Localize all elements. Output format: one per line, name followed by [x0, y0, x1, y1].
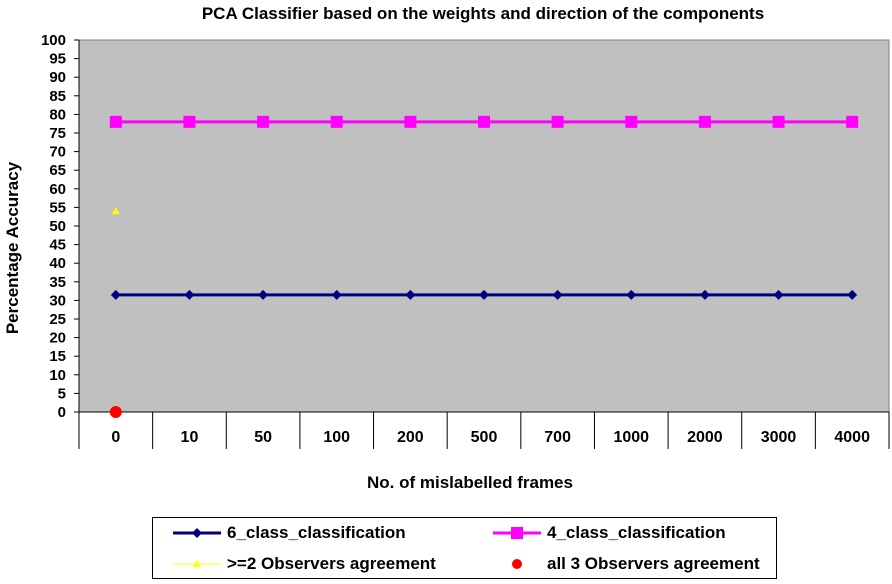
- y-tick-label: 0: [58, 404, 66, 421]
- data-point: [699, 289, 710, 300]
- data-point: [552, 289, 563, 300]
- y-axis-label: Percentage Accuracy: [3, 161, 22, 334]
- x-tick-label: 200: [397, 429, 424, 446]
- x-tick-label: 50: [254, 429, 272, 446]
- data-point: [405, 289, 416, 300]
- square-marker-icon: [493, 527, 541, 539]
- y-tick-label: 70: [49, 144, 66, 161]
- x-tick-label: 3000: [761, 429, 797, 446]
- y-tick-label: 55: [49, 199, 66, 216]
- y-tick-label: 50: [49, 218, 66, 235]
- legend-label: all 3 Observers agreement: [547, 554, 760, 573]
- data-point: [626, 289, 637, 300]
- x-axis-label: No. of mislabelled frames: [367, 473, 573, 492]
- data-point: [404, 115, 417, 128]
- x-tick-label: 700: [544, 429, 571, 446]
- y-tick-label: 10: [49, 367, 66, 384]
- data-point: [698, 115, 711, 128]
- x-tick-label: 500: [471, 429, 498, 446]
- triangle-marker-icon: [173, 560, 221, 567]
- y-tick-label: 30: [49, 292, 66, 309]
- x-tick-label: 1000: [613, 429, 649, 446]
- y-tick-label: 80: [49, 106, 66, 123]
- y-tick-label: 65: [49, 162, 66, 179]
- x-tick-label: 100: [323, 429, 350, 446]
- data-point: [109, 406, 122, 418]
- y-tick-label: 25: [49, 311, 66, 328]
- x-axis: 0 10 50 100 200 500 700 1000 2000 3000 4000: [78, 411, 890, 449]
- legend-label: >=2 Observers agreement: [227, 554, 436, 573]
- data-point: [258, 289, 269, 300]
- y-tick-label: 5: [58, 385, 66, 402]
- y-tick-label: 35: [49, 274, 66, 291]
- y-tick-label: 85: [49, 88, 66, 105]
- series-layer: [109, 115, 859, 418]
- legend-label: 6_class_classification: [227, 523, 406, 542]
- legend-item-3-observers: all 3 Observers agreement: [491, 553, 760, 575]
- y-tick-label: 95: [49, 51, 66, 68]
- chart: PCA Classifier based on the weights and …: [3, 4, 890, 492]
- data-point: [111, 207, 120, 215]
- data-point: [773, 289, 784, 300]
- data-point: [479, 289, 489, 300]
- y-tick-label: 100: [41, 32, 66, 49]
- data-point: [772, 115, 785, 128]
- circle-marker-icon: [512, 559, 522, 569]
- data-point: [478, 115, 490, 128]
- data-point: [330, 115, 343, 128]
- plot-area: [78, 39, 890, 413]
- y-tick-label: 75: [49, 125, 66, 142]
- x-tick-label: 0: [111, 429, 120, 446]
- x-tick-label: 10: [181, 429, 199, 446]
- legend-item-6-class: 6_class_classification: [171, 522, 406, 544]
- y-tick-label: 15: [49, 348, 66, 365]
- data-point: [183, 115, 196, 128]
- data-point: [110, 289, 121, 300]
- x-tick-label: 2000: [687, 429, 723, 446]
- chart-title: PCA Classifier based on the weights and …: [202, 4, 764, 23]
- data-point: [257, 115, 270, 128]
- data-point: [551, 115, 564, 128]
- data-point: [847, 289, 858, 300]
- data-point: [625, 115, 638, 128]
- data-point: [846, 115, 859, 128]
- data-point: [184, 289, 195, 300]
- data-point: [109, 115, 122, 128]
- legend-label: 4_class_classification: [547, 523, 726, 542]
- y-tick-label: 90: [49, 69, 66, 86]
- x-tick-label: 4000: [834, 429, 870, 446]
- data-point: [331, 289, 342, 300]
- legend-item-4-class: 4_class_classification: [491, 522, 726, 544]
- y-tick-label: 40: [49, 255, 66, 272]
- diamond-marker-icon: [173, 528, 221, 538]
- legend-item-2-observers: >=2 Observers agreement: [171, 553, 436, 575]
- y-tick-label: 45: [49, 237, 66, 254]
- y-tick-label: 60: [49, 181, 66, 198]
- y-tick-label: 20: [49, 330, 66, 347]
- legend: 6_class_classification 4_class_classific…: [152, 517, 777, 579]
